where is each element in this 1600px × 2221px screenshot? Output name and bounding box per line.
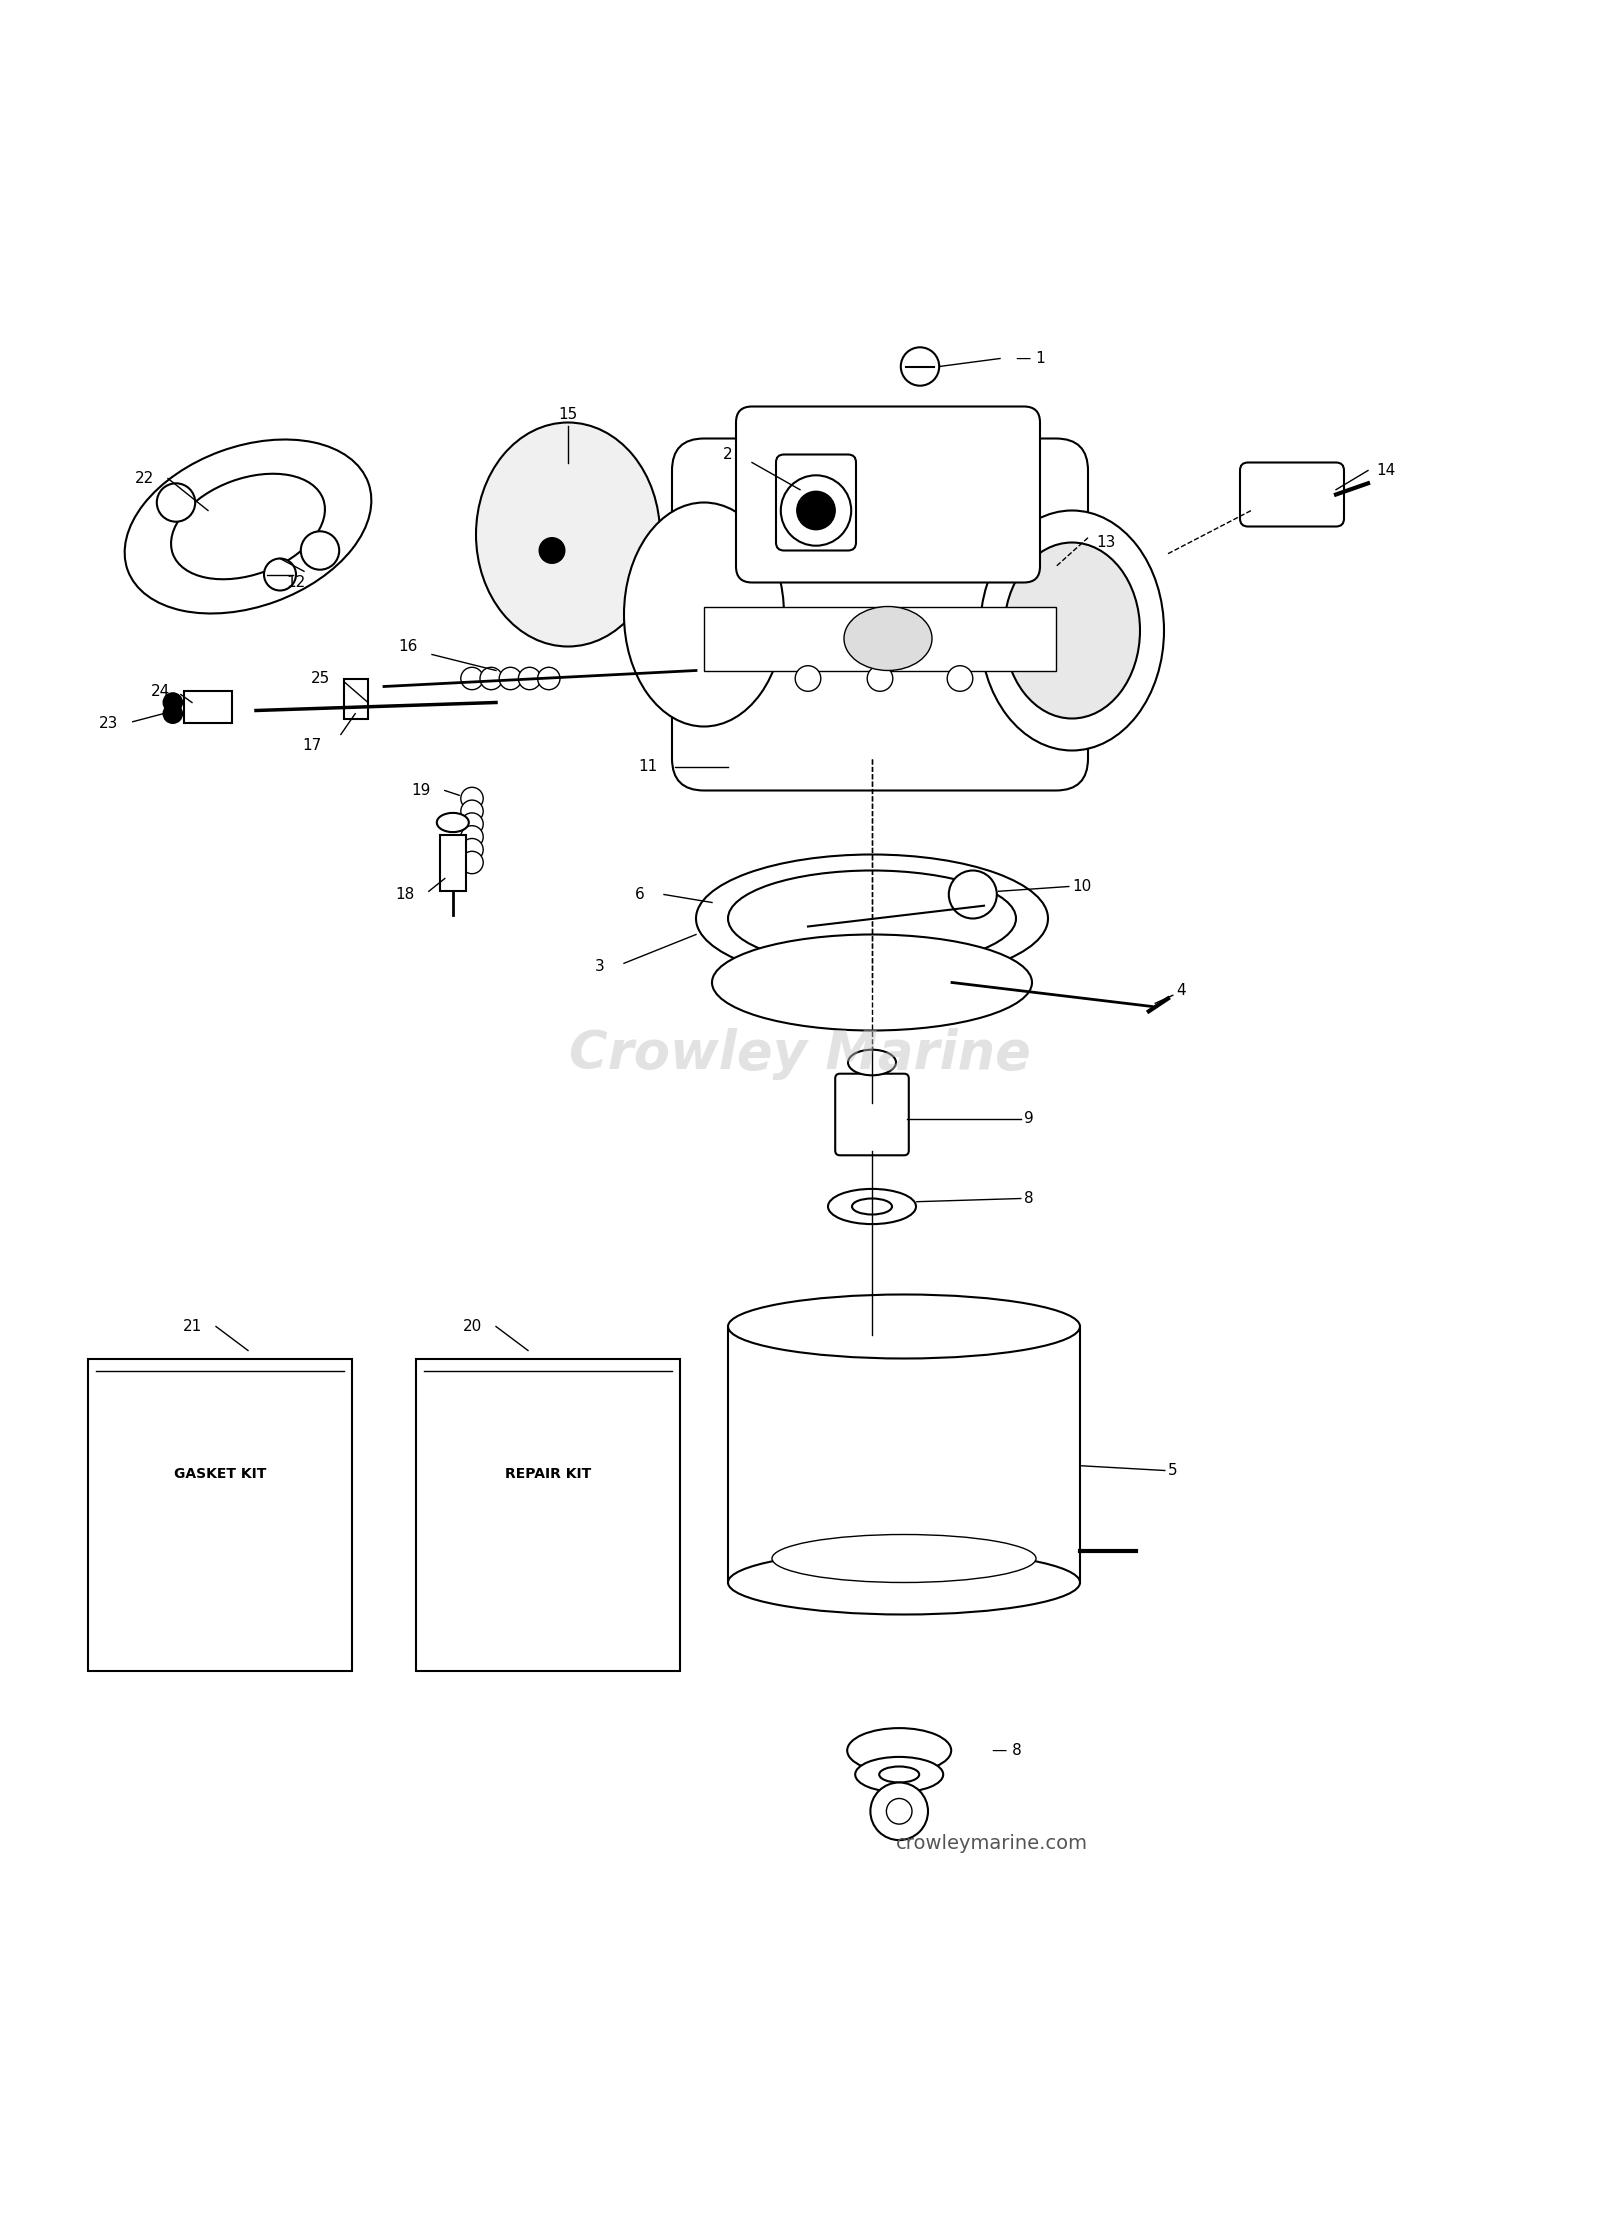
Circle shape: [163, 693, 182, 713]
Circle shape: [499, 666, 522, 691]
Circle shape: [870, 1783, 928, 1841]
Ellipse shape: [696, 855, 1048, 982]
FancyBboxPatch shape: [672, 438, 1088, 791]
FancyBboxPatch shape: [835, 1073, 909, 1155]
Ellipse shape: [880, 1766, 918, 1783]
FancyBboxPatch shape: [776, 455, 856, 551]
Circle shape: [461, 786, 483, 811]
Ellipse shape: [771, 1535, 1037, 1584]
Circle shape: [538, 666, 560, 691]
Ellipse shape: [829, 1188, 917, 1224]
Text: — 1: — 1: [1016, 351, 1046, 366]
Ellipse shape: [712, 935, 1032, 1031]
Text: 24: 24: [150, 684, 170, 700]
Ellipse shape: [979, 511, 1165, 751]
Bar: [704, 606, 1056, 671]
FancyBboxPatch shape: [736, 406, 1040, 582]
Ellipse shape: [171, 473, 325, 580]
Ellipse shape: [437, 813, 469, 833]
Circle shape: [901, 346, 939, 386]
Text: 20: 20: [462, 1319, 482, 1335]
Ellipse shape: [728, 1550, 1080, 1615]
Text: 12: 12: [286, 575, 306, 591]
Ellipse shape: [848, 1728, 950, 1772]
Text: Crowley Marine: Crowley Marine: [570, 1028, 1030, 1079]
Circle shape: [264, 557, 296, 591]
Bar: [88, 1359, 352, 1670]
FancyBboxPatch shape: [1240, 462, 1344, 526]
Text: 21: 21: [182, 1319, 202, 1335]
Text: 4: 4: [1176, 984, 1186, 997]
Circle shape: [163, 704, 182, 724]
Circle shape: [461, 666, 483, 691]
Ellipse shape: [728, 871, 1016, 966]
Circle shape: [157, 484, 195, 522]
Text: 3: 3: [595, 959, 605, 975]
Text: 25: 25: [310, 671, 330, 686]
Circle shape: [461, 826, 483, 848]
Circle shape: [461, 800, 483, 822]
Ellipse shape: [477, 422, 661, 646]
Circle shape: [947, 666, 973, 691]
Ellipse shape: [624, 502, 784, 726]
Circle shape: [461, 813, 483, 835]
Text: — 8: — 8: [992, 1743, 1022, 1759]
Circle shape: [480, 666, 502, 691]
Circle shape: [301, 531, 339, 571]
Text: 17: 17: [302, 737, 322, 753]
Bar: [184, 691, 232, 724]
Text: REPAIR KIT: REPAIR KIT: [506, 1468, 590, 1481]
Ellipse shape: [854, 1757, 944, 1792]
Text: GASKET KIT: GASKET KIT: [174, 1468, 266, 1481]
Circle shape: [461, 840, 483, 862]
Text: 18: 18: [395, 886, 414, 902]
Text: 8: 8: [1024, 1190, 1034, 1206]
Text: 2: 2: [723, 446, 733, 462]
Circle shape: [781, 475, 851, 546]
Text: 16: 16: [398, 640, 418, 653]
Text: 23: 23: [99, 715, 118, 731]
Text: 10: 10: [1072, 880, 1091, 895]
Circle shape: [518, 666, 541, 691]
Ellipse shape: [853, 1199, 893, 1215]
Text: 13: 13: [1096, 535, 1115, 551]
Text: 19: 19: [411, 784, 430, 797]
Circle shape: [867, 666, 893, 691]
Ellipse shape: [125, 440, 371, 613]
Text: 9: 9: [1024, 1110, 1034, 1126]
Text: 15: 15: [558, 406, 578, 422]
Bar: [344, 677, 368, 720]
Ellipse shape: [728, 1295, 1080, 1359]
Text: 22: 22: [134, 471, 154, 486]
Ellipse shape: [845, 606, 933, 671]
Circle shape: [539, 537, 565, 564]
Circle shape: [949, 871, 997, 919]
Circle shape: [886, 1799, 912, 1823]
Text: 6: 6: [635, 886, 645, 902]
Text: 5: 5: [1168, 1464, 1178, 1477]
Circle shape: [795, 666, 821, 691]
Circle shape: [461, 851, 483, 873]
Bar: [440, 835, 466, 891]
Circle shape: [797, 491, 835, 529]
Text: 14: 14: [1376, 462, 1395, 478]
Text: crowleymarine.com: crowleymarine.com: [896, 1835, 1088, 1852]
Ellipse shape: [1005, 542, 1139, 720]
Bar: [416, 1359, 680, 1670]
Text: 11: 11: [638, 760, 658, 773]
Ellipse shape: [848, 1051, 896, 1075]
